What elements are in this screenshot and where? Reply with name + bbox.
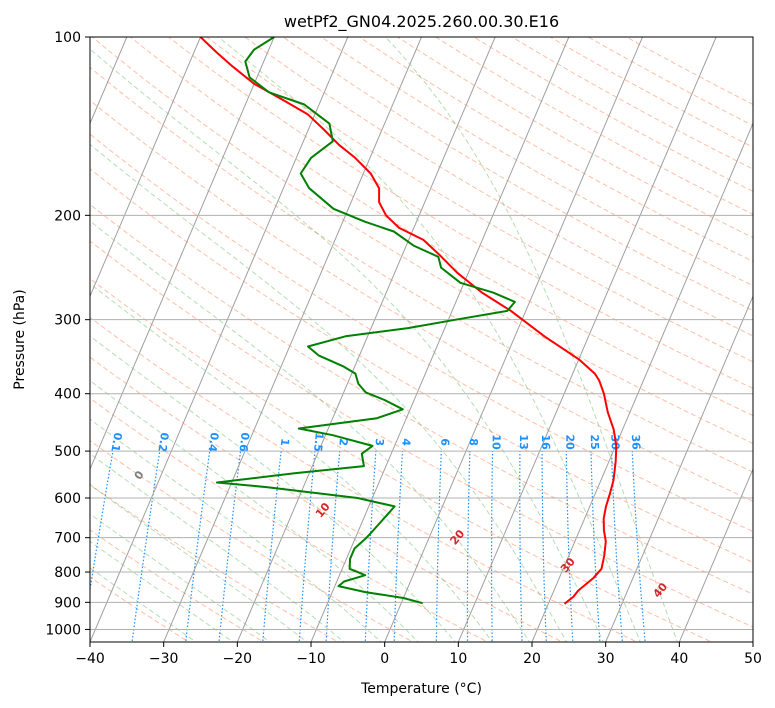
y-tick-label: 200 [54,208,81,224]
isotherm-line [457,37,717,642]
moist-adiabat-line [90,484,308,642]
y-tick-label: 400 [54,387,81,403]
mixing-ratio-label: 0.6 [236,432,251,453]
isotherm-line [310,37,570,642]
mixing-ratio-label: 2 [336,438,350,447]
mixing-ratio-label: 0.4 [205,432,221,453]
isotherm-line [90,37,275,471]
mixing-ratio-label: 10 [489,434,502,450]
mixing-ratio-label: 6 [438,438,451,447]
x-axis-label: Temperature (°C) [360,681,482,697]
mixing-ratio-label: 36 [629,434,643,450]
x-tick-label: −30 [149,651,179,667]
moist-adiabat-line [90,418,382,642]
mixing-ratio-label: 20 [563,434,576,450]
isotherm-line [384,37,643,642]
plot-frame [89,36,754,643]
mixing-ratio-label: 1.5 [311,432,326,453]
y-tick-label: 300 [54,313,81,329]
chart-title: wetPf2_GN04.2025.260.00.30.E16 [284,12,559,32]
dry-adiabat-line [90,133,753,533]
mixing-ratio-label: 16 [539,434,552,450]
x-axis-ticks: −40 −30 −20 −10 0 10 20 30 40 50 [75,642,762,667]
mixing-ratio-label: 0.2 [155,432,171,453]
mixing-ratio-line [90,450,114,594]
x-tick-label: −20 [223,651,253,667]
y-tick-label: 500 [54,444,81,460]
y-tick-label: 100 [54,30,81,46]
dry-adiabat-line [90,240,753,628]
dewpoint-line [215,37,516,605]
y-tick-label: 900 [54,595,81,611]
dry-adiabat-line [90,203,753,595]
isotherm-line [531,122,753,642]
y-tick-label: 600 [54,491,81,507]
mixing-ratio-label: 3 [373,438,387,447]
x-tick-label: −40 [75,651,105,667]
mixing-ratio-label: 1 [278,438,292,447]
moist-adiabat-line [218,37,642,642]
y-tick-label: 1000 [45,622,81,638]
moist-adiabat-line [90,283,493,642]
isotherm-line [678,467,753,642]
y-tick-label: 700 [54,531,81,547]
moist-adiabat-line [90,48,605,642]
x-tick-label: 30 [597,651,615,667]
x-tick-label: 0 [380,651,389,667]
mixing-ratio-label: 8 [467,438,480,446]
y-axis-ticks: 1000 900 800 700 600 500 400 300 200 100 [45,30,90,638]
plot-area: 0.10.20.40.611.52346810131620253036-100-… [90,37,753,642]
dry-adiabat-line [91,37,753,445]
dry-adiabat-line [129,37,753,417]
mixing-ratio-label: 0.1 [108,431,124,452]
x-tick-label: 10 [449,651,467,667]
line-labels: 0.10.20.40.611.52346810131620253036-100-… [108,431,670,600]
isotherm-line [236,37,496,642]
isotherm-line [90,37,201,298]
x-tick-label: 50 [744,651,762,667]
y-tick-label: 800 [54,565,81,581]
x-tick-label: 40 [670,651,688,667]
x-tick-label: −10 [296,651,326,667]
isotherms [90,37,753,642]
isotherm-line [605,295,753,642]
y-axis-label: Pressure (hPa) [12,289,28,389]
isotherm-line [90,37,349,642]
dry-adiabat-line [90,66,753,473]
mixing-ratio-label: 13 [517,434,530,449]
isotherm-line [163,37,422,642]
mixing-ratio-label: 4 [399,438,412,447]
x-tick-label: 20 [523,651,541,667]
profile-series [199,37,618,605]
dry-adiabat-line [90,168,753,563]
mixing-ratio-label: 25 [588,434,601,450]
